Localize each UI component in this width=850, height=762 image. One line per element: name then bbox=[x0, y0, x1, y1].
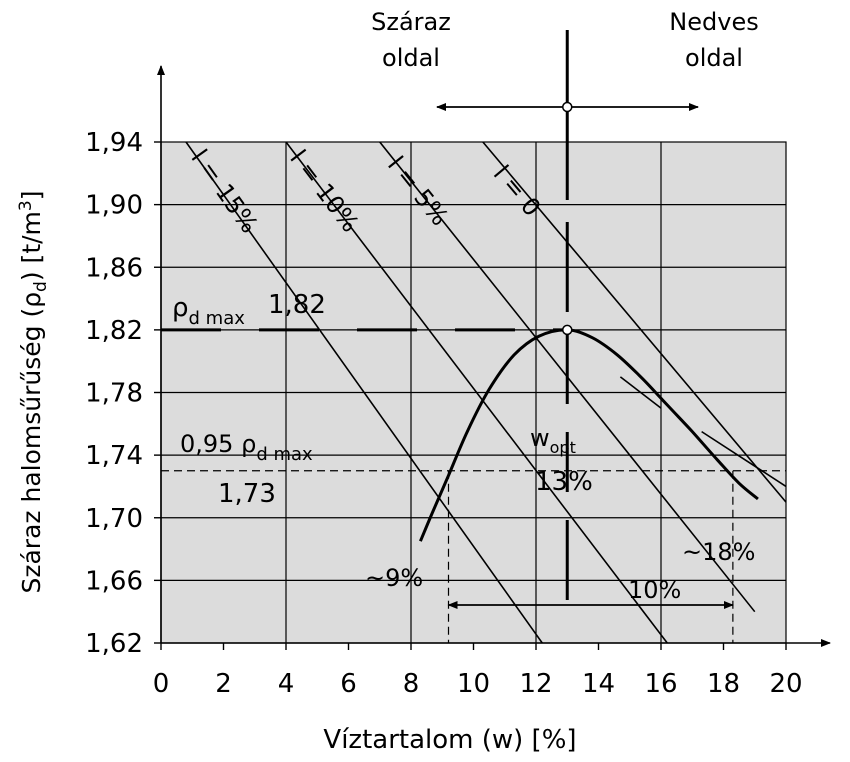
x-tick-label: 4 bbox=[278, 669, 295, 699]
range-low-label: ~9% bbox=[365, 564, 423, 592]
y-tick-label: 1,78 bbox=[85, 379, 143, 409]
x-tick-label: 20 bbox=[769, 669, 802, 699]
axes: 0 2 4 6 8 10 12 14 16 18 20 1,62 1,66 1,70 1,74 1,78 1,8… bbox=[16, 65, 831, 755]
w-opt-label: wopt bbox=[530, 424, 576, 457]
air-void-line bbox=[285, 141, 668, 644]
rho-95-label: 0,95 ρd max bbox=[180, 430, 313, 465]
arrow-center-marker bbox=[562, 101, 573, 113]
x-tick-label: 2 bbox=[215, 669, 232, 699]
x-tick-label: 14 bbox=[582, 669, 615, 699]
rho-dmax-label: ρd max bbox=[172, 293, 245, 329]
y-tick-label: 1,70 bbox=[85, 504, 143, 534]
saturation-segment bbox=[619, 376, 662, 409]
x-tick-label: 10 bbox=[457, 669, 490, 699]
x-tick-label: 0 bbox=[153, 669, 170, 699]
dry-side-label: Száraz bbox=[371, 8, 451, 36]
x-tick-label: 12 bbox=[519, 669, 552, 699]
range-high-label: ~18% bbox=[682, 538, 755, 566]
y-tick-label: 1,82 bbox=[85, 316, 143, 346]
x-tick-label: 6 bbox=[340, 669, 357, 699]
air-void-line bbox=[185, 141, 543, 644]
air-void-line bbox=[482, 141, 787, 503]
rho-95-value: 1,73 bbox=[218, 479, 276, 509]
y-tick-label: 1,86 bbox=[85, 253, 143, 283]
y-tick-label: 1,62 bbox=[85, 629, 143, 659]
x-tick-label: 18 bbox=[707, 669, 740, 699]
w-opt-value: 13% bbox=[535, 467, 593, 497]
y-tick-label: 1,94 bbox=[85, 128, 143, 158]
saturation-segment bbox=[701, 430, 787, 488]
annotations: ρd max 1,82 0,95 ρd max 1,73 wopt 13% ~9% ~18%1… bbox=[161, 8, 786, 647]
y-axis-label: Száraz halomsűrűség (ρd) [t/m3] bbox=[16, 190, 51, 593]
x-axis-label: Víztartalom (w) [%] bbox=[323, 725, 576, 755]
y-tick-label: 1,90 bbox=[85, 191, 143, 221]
wet-side-label: oldal bbox=[685, 44, 743, 72]
x-tick-label: 8 bbox=[403, 669, 420, 699]
max-point-marker bbox=[562, 324, 573, 336]
compaction-curve-group bbox=[419, 328, 759, 542]
rho-dmax-value: 1,82 bbox=[268, 290, 326, 320]
y-tick-label: 1,74 bbox=[85, 441, 143, 471]
x-tick-label: 16 bbox=[644, 669, 677, 699]
wet-side-label: Nedves bbox=[669, 8, 758, 36]
y-tick-label: 1,66 bbox=[85, 566, 143, 596]
dry-side-label: oldal bbox=[382, 44, 440, 72]
compaction-curve bbox=[419, 328, 759, 542]
range-width-label: 10% bbox=[628, 576, 681, 604]
